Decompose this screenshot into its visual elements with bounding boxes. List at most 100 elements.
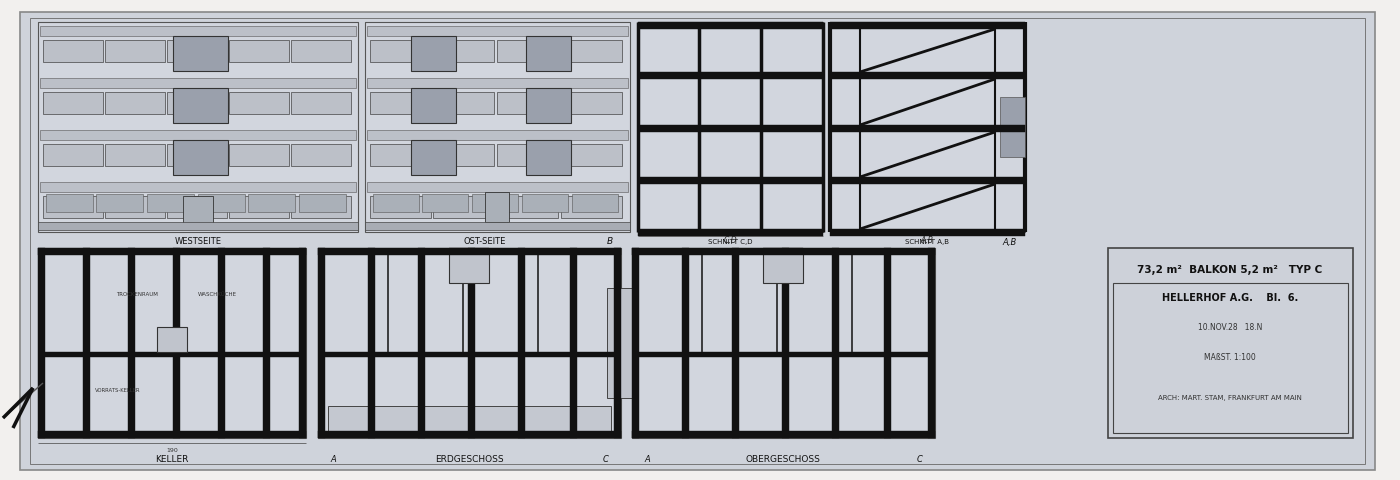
Bar <box>197 194 245 212</box>
Bar <box>522 194 568 212</box>
Text: ARCH: MART. STAM, FRANKFURT AM MAIN: ARCH: MART. STAM, FRANKFURT AM MAIN <box>1158 395 1302 401</box>
Bar <box>370 144 431 166</box>
Bar <box>157 327 188 352</box>
Text: KELLER: KELLER <box>155 456 189 465</box>
Bar <box>526 36 571 71</box>
Bar <box>449 248 489 283</box>
Text: VORRATS-KELLER: VORRATS-KELLER <box>95 387 141 393</box>
Bar <box>183 196 213 224</box>
Bar <box>1113 283 1348 433</box>
Bar <box>38 222 358 230</box>
Bar <box>174 36 228 71</box>
Bar <box>105 144 165 166</box>
Bar <box>561 40 622 62</box>
Bar <box>433 196 494 218</box>
Text: TROCKENRAUM: TROCKENRAUM <box>116 292 158 298</box>
Bar <box>497 92 559 114</box>
Bar <box>472 194 518 212</box>
Bar <box>497 144 559 166</box>
Bar <box>45 352 300 357</box>
Bar <box>248 194 295 212</box>
Bar <box>830 22 1025 232</box>
Bar <box>300 194 346 212</box>
Bar <box>372 194 419 212</box>
Bar <box>497 40 559 62</box>
Bar <box>230 144 288 166</box>
Bar <box>763 248 804 283</box>
Bar <box>300 248 307 438</box>
Bar <box>732 248 739 438</box>
Bar <box>419 248 426 438</box>
Bar <box>561 144 622 166</box>
Bar <box>370 40 431 62</box>
Bar <box>883 248 890 438</box>
Bar <box>174 140 228 175</box>
Bar <box>638 352 928 357</box>
Bar <box>638 125 823 132</box>
Bar <box>167 144 227 166</box>
Bar <box>570 248 577 438</box>
Bar <box>1107 248 1352 438</box>
Text: A,B: A,B <box>1002 238 1018 247</box>
Bar <box>41 26 356 36</box>
Text: SCHNITT C,D: SCHNITT C,D <box>708 239 752 245</box>
Bar <box>370 196 431 218</box>
Bar <box>291 144 351 166</box>
Bar <box>291 40 351 62</box>
Text: C: C <box>603 456 609 465</box>
Bar <box>468 248 475 438</box>
Bar <box>365 222 630 230</box>
Bar <box>318 431 622 438</box>
Text: OST-SEITE: OST-SEITE <box>463 238 507 247</box>
Text: 190: 190 <box>167 447 178 453</box>
Bar <box>318 248 325 438</box>
Text: HELLERHOF A.G.    Bl.  6.: HELLERHOF A.G. Bl. 6. <box>1162 293 1298 303</box>
Bar <box>230 92 288 114</box>
Bar <box>412 140 456 175</box>
Bar <box>367 26 629 36</box>
Bar <box>167 40 227 62</box>
Bar <box>497 196 559 218</box>
Text: OBERGESCHOSS: OBERGESCHOSS <box>746 456 820 465</box>
Bar <box>830 229 1025 236</box>
Bar <box>370 92 431 114</box>
Bar <box>367 78 629 88</box>
Bar <box>367 182 629 192</box>
Bar <box>631 248 935 438</box>
Bar <box>830 177 1025 184</box>
Bar <box>38 248 45 438</box>
Bar <box>167 92 227 114</box>
Bar <box>830 125 1025 132</box>
Bar <box>832 248 839 438</box>
Bar <box>830 22 1025 29</box>
Bar <box>783 248 790 438</box>
Bar <box>638 72 823 79</box>
Text: ERDGESCHOSS: ERDGESCHOSS <box>434 456 504 465</box>
Bar <box>1000 97 1025 157</box>
Text: MAßST. 1:100: MAßST. 1:100 <box>1204 353 1256 362</box>
Text: A,B: A,B <box>921 236 934 244</box>
Bar <box>43 92 104 114</box>
Bar <box>638 22 823 29</box>
Bar <box>526 88 571 123</box>
Bar <box>83 248 90 438</box>
Bar <box>43 144 104 166</box>
Bar <box>608 288 631 398</box>
Bar <box>631 431 935 438</box>
Bar <box>526 140 571 175</box>
Bar <box>318 248 622 438</box>
Bar <box>105 40 165 62</box>
Bar <box>365 22 630 232</box>
Bar <box>433 40 494 62</box>
Text: WASCHKÜCHE: WASCHKÜCHE <box>197 292 237 298</box>
Bar <box>638 22 823 232</box>
Bar <box>38 248 307 255</box>
Bar <box>638 177 823 184</box>
Bar <box>631 248 638 438</box>
Text: SCHNITT A,B: SCHNITT A,B <box>904 239 949 245</box>
Bar <box>41 78 356 88</box>
Bar <box>318 248 622 255</box>
Bar <box>484 192 510 222</box>
Text: B: B <box>608 238 613 247</box>
Bar <box>218 248 225 438</box>
